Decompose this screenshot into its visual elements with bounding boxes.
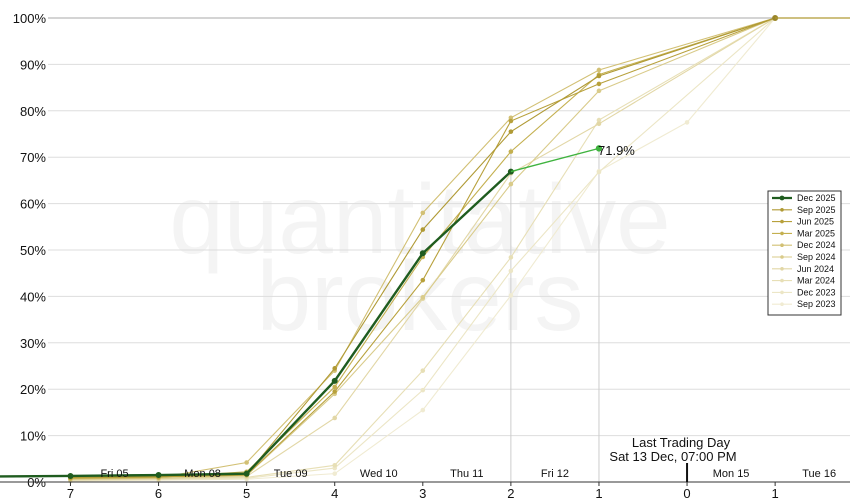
series-point bbox=[508, 115, 514, 121]
series-point bbox=[332, 415, 338, 421]
legend-label: Sep 2025 bbox=[797, 205, 836, 215]
series-point bbox=[508, 293, 514, 298]
current-point bbox=[595, 145, 603, 152]
series-point bbox=[596, 117, 602, 123]
x-tick-label: 3 bbox=[419, 486, 426, 500]
series-point bbox=[420, 407, 426, 413]
y-tick-label: 80% bbox=[20, 104, 46, 119]
series-point bbox=[420, 387, 426, 393]
series-point bbox=[596, 67, 602, 73]
grid bbox=[48, 17, 850, 483]
legend-marker bbox=[780, 290, 784, 295]
day-label: Fri 12 bbox=[541, 468, 569, 480]
x-axis: 7 6 5 4 3 2 1 0 1 Fri 05 Mon 08 Tue 09 Wed 10 Thu 11 F… bbox=[0, 463, 850, 500]
current-extension-line bbox=[510, 147, 600, 173]
y-tick-label: 30% bbox=[20, 336, 46, 351]
legend-label: Jun 2025 bbox=[797, 217, 834, 227]
x-tick-label: 6 bbox=[155, 486, 162, 500]
legend-marker bbox=[780, 208, 784, 212]
annotation-line1: Last Trading Day bbox=[632, 435, 731, 450]
x-tick-label: 4 bbox=[331, 486, 338, 500]
legend-label: Dec 2024 bbox=[797, 240, 836, 250]
legend-marker bbox=[780, 278, 784, 283]
y-tick-label: 10% bbox=[20, 429, 46, 444]
legend-box bbox=[767, 190, 842, 316]
legend-marker bbox=[780, 267, 784, 271]
series-point bbox=[508, 129, 514, 134]
legend-marker bbox=[780, 231, 784, 236]
x-tick-label: 1 bbox=[595, 486, 602, 500]
x-tick-label: 1 bbox=[772, 486, 779, 500]
day-label: Thu 11 bbox=[450, 468, 483, 480]
reference-lines bbox=[510, 148, 600, 482]
legend-label: Jun 2024 bbox=[797, 264, 834, 274]
series-point bbox=[419, 250, 426, 257]
series-point bbox=[420, 295, 426, 300]
series-point bbox=[596, 121, 602, 127]
day-label: Fri 05 bbox=[100, 468, 128, 480]
last-trading-day-annotation: Last Trading Day Sat 13 Dec, 07:00 PM bbox=[609, 435, 736, 464]
legend-marker bbox=[780, 302, 784, 307]
series-point bbox=[508, 268, 514, 274]
annotation-line2: Sat 13 Dec, 07:00 PM bbox=[609, 449, 736, 464]
legend-marker bbox=[780, 219, 784, 224]
x-tick-label: 0 bbox=[683, 486, 690, 500]
series-point bbox=[596, 73, 602, 79]
series-point bbox=[420, 227, 426, 232]
series-point bbox=[596, 88, 602, 94]
legend-label: Dec 2025 bbox=[797, 193, 836, 203]
series-point bbox=[244, 460, 249, 465]
series-point bbox=[332, 366, 338, 371]
y-tick-label: 50% bbox=[20, 243, 46, 258]
series-point bbox=[243, 470, 250, 477]
x-tick-label: 7 bbox=[67, 486, 74, 500]
series-point bbox=[331, 377, 338, 384]
series-point bbox=[332, 471, 338, 476]
y-tick-label: 70% bbox=[20, 150, 46, 165]
x-tick-label: 2 bbox=[507, 486, 514, 500]
series-point bbox=[420, 210, 426, 216]
legend-label: Sep 2023 bbox=[797, 299, 836, 309]
series-point bbox=[420, 368, 426, 373]
legend-marker bbox=[780, 255, 784, 259]
series-point bbox=[508, 149, 514, 154]
legend-label: Sep 2024 bbox=[797, 252, 836, 262]
current-value-label: 71.9% bbox=[598, 143, 635, 158]
y-tick-label: 40% bbox=[20, 289, 46, 304]
series-point bbox=[684, 120, 690, 125]
series-point bbox=[332, 384, 338, 390]
legend-label: Mar 2025 bbox=[797, 228, 835, 238]
series-point bbox=[332, 462, 338, 468]
legend-marker bbox=[779, 195, 785, 201]
series-point bbox=[67, 472, 74, 479]
y-tick-label: 90% bbox=[20, 57, 46, 72]
day-label: Mon 08 bbox=[184, 468, 221, 480]
series-point bbox=[596, 169, 602, 175]
series-point bbox=[332, 389, 338, 394]
series-line bbox=[70, 17, 776, 478]
day-label: Tue 16 bbox=[802, 468, 836, 480]
series-point bbox=[508, 181, 514, 187]
day-label: Tue 09 bbox=[274, 468, 308, 480]
series-point bbox=[508, 118, 514, 124]
legend-label: Mar 2024 bbox=[797, 276, 835, 286]
series-point bbox=[596, 81, 602, 87]
y-tick-label: 100% bbox=[13, 11, 47, 26]
day-label: Mon 15 bbox=[713, 468, 750, 480]
series-line bbox=[70, 17, 776, 480]
series-point bbox=[420, 277, 426, 283]
series-point bbox=[508, 255, 514, 260]
y-tick-label: 60% bbox=[20, 197, 46, 212]
y-tick-label: 20% bbox=[20, 382, 46, 397]
legend-marker bbox=[780, 243, 784, 247]
series-point bbox=[155, 472, 162, 479]
day-label: Wed 10 bbox=[360, 468, 398, 480]
x-tick-label: 5 bbox=[243, 486, 250, 500]
y-axis-labels: 0%10%20%30%40%50%60%70%80%90%100% bbox=[13, 11, 47, 490]
legend-label: Dec 2023 bbox=[797, 287, 836, 297]
